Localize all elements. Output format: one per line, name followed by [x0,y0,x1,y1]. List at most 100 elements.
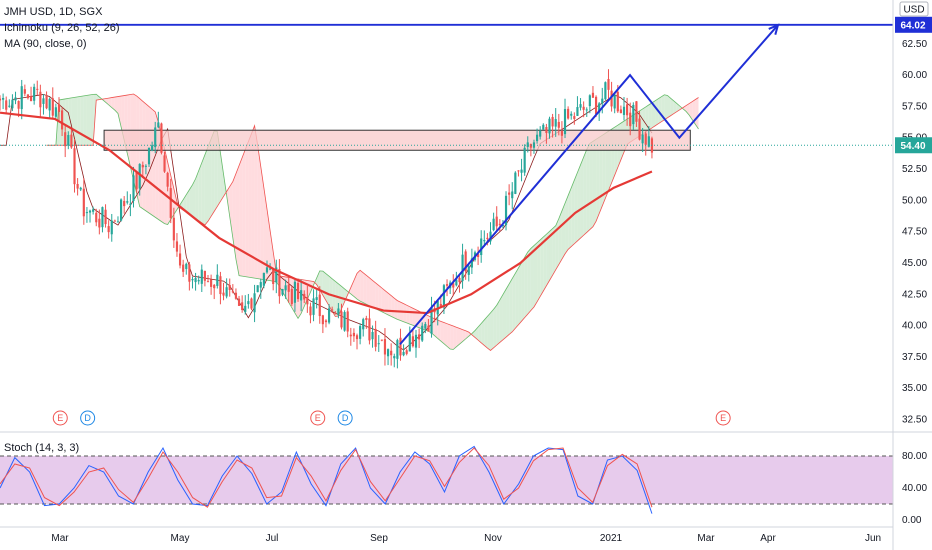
candle-body[interactable] [629,112,632,127]
candle-body[interactable] [393,356,396,359]
candle-body[interactable] [337,308,340,315]
event-marker[interactable] [310,410,326,426]
candle-body[interactable] [424,323,427,329]
candle-body[interactable] [67,135,70,146]
candle-body[interactable] [365,318,368,321]
candle-body[interactable] [281,289,284,295]
candle-body[interactable] [154,127,157,148]
candle-body[interactable] [287,284,290,292]
candle-body[interactable] [147,147,151,165]
candle-body[interactable] [278,269,281,297]
candle-body[interactable] [169,188,172,218]
candle-body[interactable] [489,231,492,242]
candle-body[interactable] [343,312,346,331]
candle-body[interactable] [588,95,591,107]
candle-body[interactable] [641,134,644,144]
candle-body[interactable] [359,326,362,339]
candle-body[interactable] [206,281,210,283]
candle-body[interactable] [42,98,45,104]
candle-body[interactable] [647,136,650,147]
candle-body[interactable] [92,209,95,212]
event-marker[interactable] [52,410,68,426]
candle-body[interactable] [293,281,297,303]
candle-body[interactable] [508,192,511,195]
candle-body[interactable] [492,218,495,231]
candle-body[interactable] [613,94,616,109]
candle-body[interactable] [405,350,408,354]
candle-body[interactable] [467,266,470,275]
candle-body[interactable] [408,334,411,352]
candle-body[interactable] [194,278,197,283]
candle-body[interactable] [98,218,101,228]
time-axis[interactable]: Mar May Jul Sep Nov 2021 Mar Apr Jun [0,526,893,544]
candle-body[interactable] [464,251,467,272]
event-marker[interactable] [337,410,353,426]
candle-body[interactable] [477,253,480,258]
candle-body[interactable] [452,283,455,288]
candle-body[interactable] [253,293,256,313]
candle-body[interactable] [256,285,259,293]
candle-body[interactable] [504,195,508,226]
candle-body[interactable] [237,298,241,306]
candle-body[interactable] [203,270,206,281]
candle-body[interactable] [70,134,73,148]
ma-90-line[interactable] [0,111,653,315]
candle-body[interactable] [107,226,110,233]
candle-body[interactable] [61,110,64,130]
candle-body[interactable] [296,282,300,300]
candle-body[interactable] [616,91,619,112]
candle-body[interactable] [175,241,179,252]
candle-body[interactable] [119,199,123,221]
candle-body[interactable] [129,203,132,205]
candle-body[interactable] [601,98,604,104]
candle-body[interactable] [554,119,557,127]
candle-body[interactable] [585,109,588,111]
candle-body[interactable] [582,106,585,110]
candle-body[interactable] [104,209,107,225]
candle-body[interactable] [380,339,383,341]
candle-body[interactable] [126,201,129,203]
candle-body[interactable] [110,220,113,235]
candle-body[interactable] [157,122,160,128]
candle-body[interactable] [216,274,219,286]
candle-body[interactable] [402,352,405,356]
stoch-legend[interactable]: Stoch (14, 3, 3) [4,442,80,454]
candle-body[interactable] [20,86,23,110]
candle-body[interactable] [374,328,377,347]
projection-arrow-path[interactable] [399,24,779,345]
candle-body[interactable] [269,268,272,270]
candle-body[interactable] [570,113,573,116]
candle-body[interactable] [461,254,464,282]
candle-body[interactable] [644,133,647,145]
candle-body[interactable] [82,188,85,217]
candle-body[interactable] [635,101,638,122]
candle-body[interactable] [399,337,402,356]
candle-body[interactable] [163,155,166,172]
candle-body[interactable] [284,285,287,291]
candle-body[interactable] [178,253,182,266]
candle-body[interactable] [619,109,622,114]
candle-body[interactable] [14,97,17,101]
candle-body[interactable] [390,350,393,356]
candle-body[interactable] [303,293,306,300]
candle-body[interactable] [414,334,418,348]
candle-body[interactable] [349,334,352,337]
candle-body[interactable] [591,92,595,98]
stoch-line[interactable] [0,447,653,508]
candle-body[interactable] [548,118,551,134]
candle-body[interactable] [144,165,147,167]
candle-body[interactable] [334,312,337,314]
candle-body[interactable] [622,106,626,115]
candle-body[interactable] [250,298,253,309]
candle-body[interactable] [523,147,526,173]
candle-body[interactable] [563,109,567,135]
candle-body[interactable] [327,308,331,323]
candle-body[interactable] [141,164,144,168]
candle-body[interactable] [79,187,82,190]
candle-body[interactable] [29,96,33,102]
candle-body[interactable] [160,123,163,153]
candle-body[interactable] [197,280,200,282]
candle-body[interactable] [411,336,414,347]
